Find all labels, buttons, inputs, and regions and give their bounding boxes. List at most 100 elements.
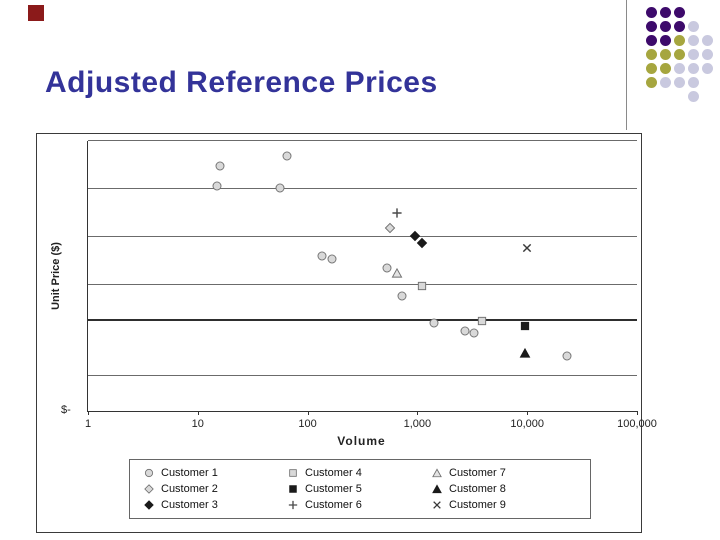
data-point-customer-1 [469,327,480,338]
circle-marker-icon [212,181,222,191]
decor-dot [688,63,699,74]
gridline [88,236,637,238]
data-point-customer-4 [477,316,488,327]
chart-legend: Customer 1 Customer 2 Customer 3 Customer 4… [129,459,591,519]
diamond-filled-marker-icon [409,230,421,242]
data-point-customer-1 [282,151,293,162]
data-point-customer-1 [327,253,338,264]
decor-dot [688,77,699,88]
plus-marker-icon [288,500,298,510]
y-axis-label-wrap: Unit Price ($) [39,141,73,411]
decor-dot [646,77,657,88]
decor-dot [674,21,685,32]
legend-item-customer-3: Customer 3 [144,498,288,511]
plot-area: 1 10 100 1,000 10,000 100,000 [85,140,657,430]
data-point-customer-4 [416,280,427,291]
circle-marker-icon [282,151,292,161]
decor-dot [702,63,713,74]
diamond-filled-marker-icon [416,237,428,249]
data-point-customer-5 [519,320,530,331]
x-marker-icon [433,501,441,509]
decor-dot [674,63,685,74]
data-point-customer-1 [274,182,285,193]
chart-frame: Unit Price ($) $- 1 10 100 1,000 10,000 100,0… [36,133,657,533]
gridline [88,140,637,141]
decor-dot [660,63,671,74]
data-point-customer-3 [409,230,421,242]
legend-label: Customer 6 [305,498,362,511]
decor-dot [660,49,671,60]
circle-marker-icon [317,251,327,261]
triangle-filled-marker-icon [432,484,442,494]
decor-dot [660,77,671,88]
legend-label: Customer 4 [305,466,362,479]
data-point-customer-1 [316,251,327,262]
y-origin-label: $- [61,404,71,416]
legend-label: Customer 8 [449,482,506,495]
data-point-customer-1 [382,262,393,273]
circle-marker-icon [327,254,337,264]
legend-item-customer-1: Customer 1 [144,466,288,479]
legend-item-customer-5: Customer 5 [288,482,432,495]
gridline [88,283,637,285]
decor-dot [688,35,699,46]
x-axis-title: Volume [337,434,386,448]
decor-dot [674,77,685,88]
decor-dot [660,7,671,18]
decor-dot [646,63,657,74]
x-tick-mark [88,411,89,415]
circle-marker-icon [562,351,572,361]
decor-dot-grid [645,6,715,104]
decor-dot [702,35,713,46]
gridline-bold [88,319,637,322]
circle-marker-icon [460,326,470,336]
x-marker-icon [523,243,532,253]
data-point-customer-1 [215,161,226,172]
legend-item-customer-8: Customer 8 [432,482,576,495]
legend-label: Customer 2 [161,482,218,495]
page-title: Adjusted Reference Prices [45,66,438,99]
data-point-customer-1 [396,290,407,301]
square-filled-marker-icon [520,321,529,331]
decor-dot [674,35,685,46]
data-point-customer-1 [459,326,470,337]
x-tick-mark [197,411,199,415]
legend-label: Customer 3 [161,498,218,511]
circle-marker-icon [469,328,479,338]
decor-dot [646,49,657,60]
legend-item-customer-7: Customer 7 [432,466,576,479]
accent-square [28,5,44,21]
x-tick-label: 10 [191,418,204,430]
legend-label: Customer 1 [161,466,218,479]
diamond-marker-icon [384,222,395,234]
square-filled-marker-icon [289,485,297,493]
legend-label: Customer 7 [449,466,506,479]
legend-item-customer-4: Customer 4 [288,466,432,479]
x-tick-label: 100,000 [617,418,657,430]
data-point-customer-1 [212,181,223,192]
data-point-customer-6 [391,208,402,219]
data-point-customer-3 [416,237,428,249]
legend-label: Customer 9 [449,498,506,511]
legend-label: Customer 5 [305,482,362,495]
legend-item-customer-6: Customer 6 [288,498,432,511]
diamond-marker-icon [144,484,154,494]
gridline [88,374,637,376]
triangle-marker-icon [391,267,403,278]
circle-marker-icon [397,291,407,301]
x-tick-label: 1,000 [403,418,432,430]
square-marker-icon [289,469,297,477]
y-axis-label: Unit Price ($) [50,242,63,310]
diamond-filled-marker-icon [144,500,154,510]
circle-marker-icon [382,263,392,273]
decor-dot [688,49,699,60]
data-point-customer-8 [519,347,531,358]
plus-marker-icon [392,208,402,218]
triangle-filled-marker-icon [519,347,531,358]
decor-dot [674,7,685,18]
data-point-customer-7 [391,267,403,279]
circle-marker-icon [429,318,439,328]
triangle-marker-icon [432,468,442,478]
x-tick-label: 100 [298,418,317,430]
